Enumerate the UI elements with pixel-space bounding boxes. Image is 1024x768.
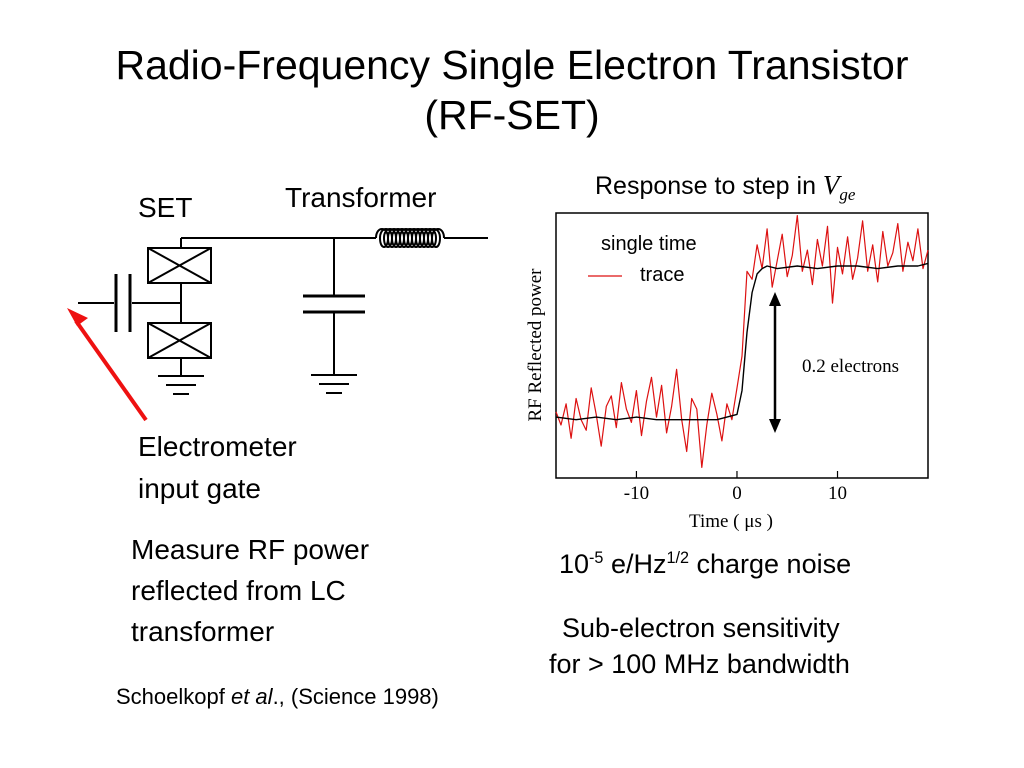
chart-title-text: Response to step in xyxy=(595,172,823,200)
noise-unit-exponent: 1/2 xyxy=(666,549,689,567)
chart-xlabel: Time ( μs ) xyxy=(689,511,773,532)
noise-label: charge noise xyxy=(689,549,852,579)
gate-label-line2: input gate xyxy=(138,473,261,504)
citation-rest: ., (Science 1998) xyxy=(272,684,439,709)
x-tick-label: -10 xyxy=(623,483,650,504)
description-line3: transformer xyxy=(131,616,275,647)
citation: Schoelkopf et al., (Science 1998) xyxy=(116,684,439,709)
gate-pointer-arrow-icon xyxy=(67,308,148,422)
chart-title-variable: V xyxy=(822,170,840,200)
x-tick-label: 0 xyxy=(732,483,742,504)
transformer-coil-icon xyxy=(375,228,445,248)
chart-frame xyxy=(555,212,929,479)
description-line1: Measure RF power xyxy=(131,534,370,565)
citation-etal: et al xyxy=(230,684,273,709)
x-tick-label: 10 xyxy=(828,483,847,504)
single-trace-line xyxy=(555,215,929,468)
description-line2: reflected from LC xyxy=(131,575,346,606)
tunnel-junction-lower xyxy=(147,322,212,359)
citation-author: Schoelkopf xyxy=(116,684,231,709)
chart-annotation: 0.2 electrons xyxy=(802,356,900,377)
average-trace-line xyxy=(555,262,929,421)
noise-unit: e/Hz xyxy=(603,549,667,579)
chart-title-subscript: ge xyxy=(839,185,856,204)
gate-label-line1: Electrometer xyxy=(138,431,297,462)
tunnel-junction-upper xyxy=(147,247,212,284)
noise-base: 10 xyxy=(559,549,590,579)
set-label: SET xyxy=(138,192,193,223)
chart-title: Response to step in Vge xyxy=(595,170,855,206)
sensitivity-note-line1: Sub-electron sensitivity xyxy=(562,613,840,643)
legend-label-line2: trace xyxy=(640,264,685,286)
chart-ylabel: RF Reflected power xyxy=(525,268,547,422)
slide-title-line1: Radio-Frequency Single Electron Transist… xyxy=(115,42,909,88)
noise-exponent: -5 xyxy=(589,549,604,567)
transformer-label: Transformer xyxy=(285,182,437,213)
sensitivity-note-line2: for > 100 MHz bandwidth xyxy=(549,649,850,679)
legend-label-line1: single time xyxy=(601,233,697,255)
slide-title-line2: (RF-SET) xyxy=(424,92,600,138)
charge-noise-note: 10-5 e/Hz1/2 charge noise xyxy=(559,549,851,580)
